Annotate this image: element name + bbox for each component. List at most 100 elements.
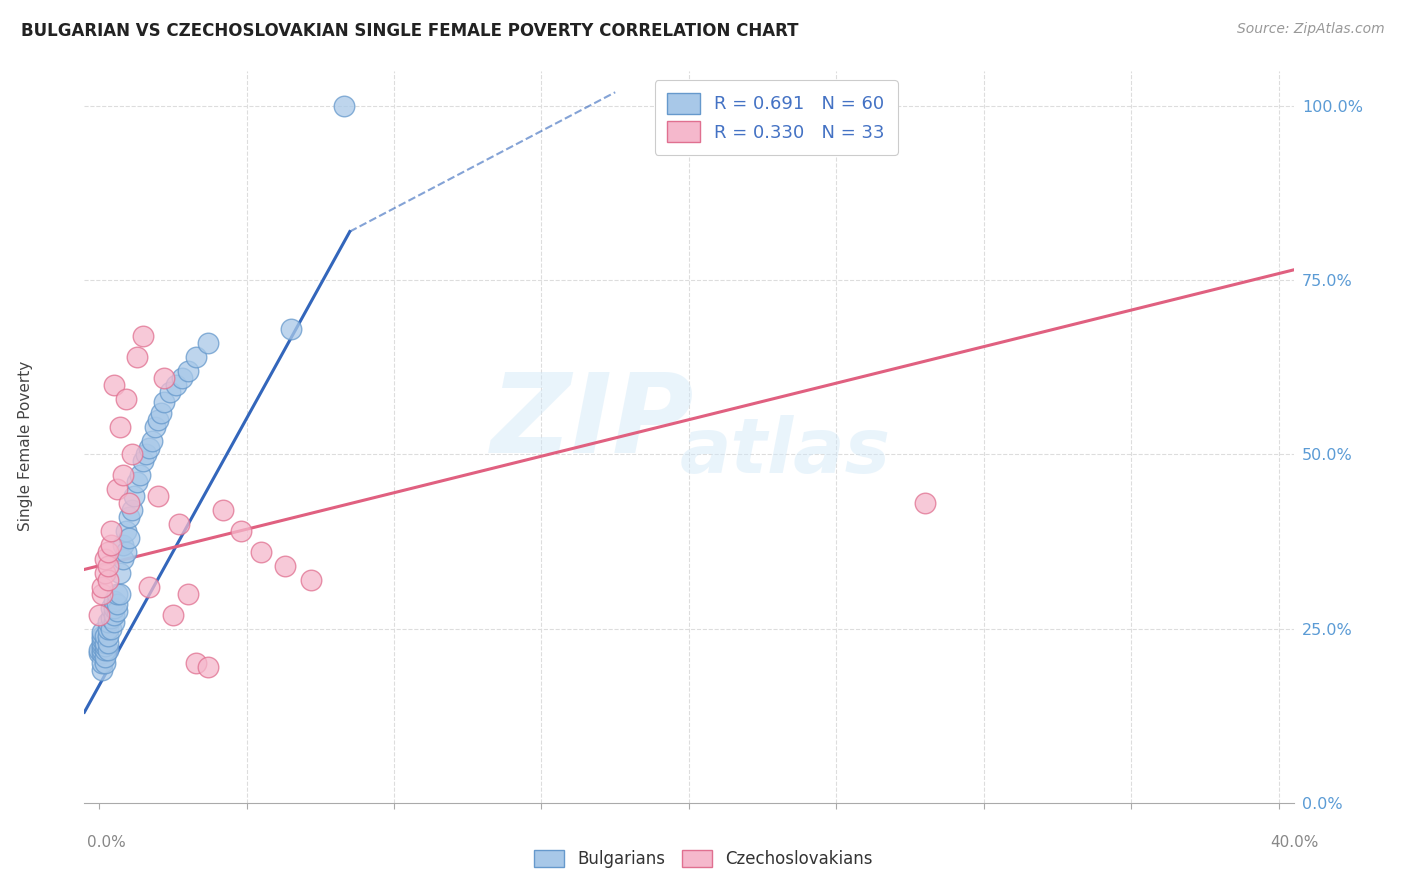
Point [132,454,155,468]
Point [97,622,120,636]
Point [100,524,122,538]
Point [97,545,120,559]
Point [97,573,120,587]
Point [301,573,323,587]
Point [162,607,184,622]
Point [100,611,122,625]
Point [91,580,114,594]
Point [91,635,114,649]
Point [127,350,149,364]
Point [108,566,131,580]
Point [94,649,117,664]
Point [197,660,219,674]
Point [212,503,235,517]
Point [97,642,120,657]
Point [914,496,936,510]
Text: 40.0%: 40.0% [1271,836,1319,850]
Point [165,377,187,392]
Point [111,552,134,566]
Point [108,587,131,601]
Point [97,615,120,629]
Point [87,642,110,657]
Point [100,622,122,636]
Point [146,489,169,503]
Point [250,545,273,559]
Point [159,384,181,399]
Point [94,566,117,580]
Point [108,419,131,434]
Point [153,395,176,409]
Point [103,377,125,392]
Point [135,448,157,462]
Point [274,558,297,573]
Point [91,664,114,678]
Point [117,531,139,545]
Text: Source: ZipAtlas.com: Source: ZipAtlas.com [1237,22,1385,37]
Point [114,545,136,559]
Point [121,503,143,517]
Point [117,496,139,510]
Point [91,625,114,640]
Point [91,632,114,646]
Point [186,657,208,671]
Point [111,538,134,552]
Point [97,635,120,649]
Text: 0.0%: 0.0% [87,836,127,850]
Point [103,600,125,615]
Legend: R = 0.691   N = 60, R = 0.330   N = 33: R = 0.691 N = 60, R = 0.330 N = 33 [655,80,897,154]
Point [100,538,122,552]
Text: ZIP: ZIP [491,369,695,476]
Point [91,646,114,660]
Point [170,371,193,385]
Point [150,406,173,420]
Point [105,483,128,497]
Text: atlas: atlas [681,415,891,489]
Point [127,475,149,490]
Point [229,524,252,538]
Point [132,329,155,343]
Legend: Bulgarians, Czechoslovakians: Bulgarians, Czechoslovakians [527,843,879,875]
Text: BULGARIAN VS CZECHOSLOVAKIAN SINGLE FEMALE POVERTY CORRELATION CHART: BULGARIAN VS CZECHOSLOVAKIAN SINGLE FEMA… [21,22,799,40]
Point [91,639,114,653]
Point [87,607,110,622]
Point [100,600,122,615]
Point [94,629,117,643]
Point [94,639,117,653]
Point [117,510,139,524]
Point [114,524,136,538]
Point [333,99,356,113]
Point [94,657,117,671]
Point [280,322,302,336]
Point [186,350,208,364]
Point [105,587,128,601]
Point [91,629,114,643]
Point [176,587,198,601]
Point [94,552,117,566]
Point [103,615,125,629]
Point [176,364,198,378]
Point [111,468,134,483]
Point [94,635,117,649]
Point [143,419,166,434]
Point [138,441,160,455]
Point [138,580,160,594]
Point [105,597,128,611]
Point [103,594,125,608]
Text: Single Female Poverty: Single Female Poverty [18,361,32,531]
Point [146,412,169,426]
Point [124,489,146,503]
Point [94,642,117,657]
Point [105,604,128,618]
Point [153,371,176,385]
Point [91,587,114,601]
Point [87,646,110,660]
Point [91,642,114,657]
Point [114,392,136,406]
Point [129,468,152,483]
Point [121,448,143,462]
Point [97,558,120,573]
Point [197,336,219,351]
Point [103,607,125,622]
Point [97,629,120,643]
Point [141,434,163,448]
